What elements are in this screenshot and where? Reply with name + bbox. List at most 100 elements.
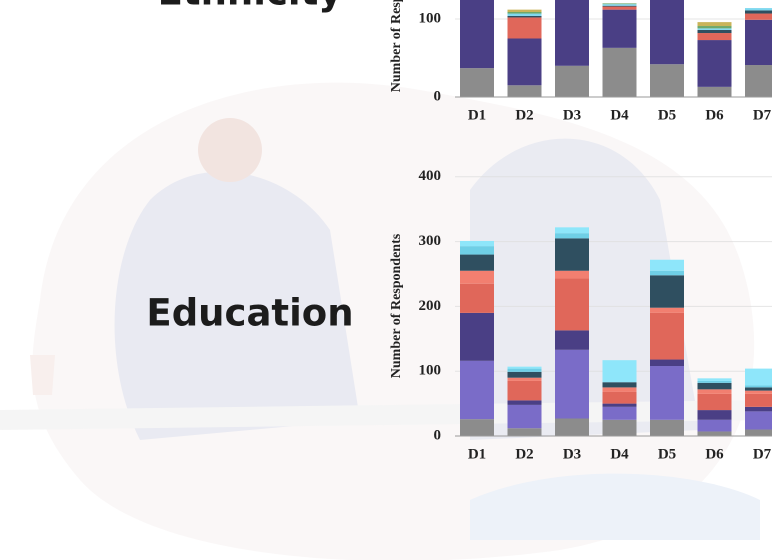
bar-segment: [745, 65, 772, 97]
bar-segment: [698, 381, 732, 383]
bar-segment: [508, 16, 542, 18]
bar-segment: [745, 14, 772, 20]
bar-segment: [698, 394, 732, 410]
x-tick-label: D7: [753, 446, 772, 462]
bar-segment: [460, 68, 494, 97]
bar-segment: [698, 33, 732, 40]
bar-segment: [745, 407, 772, 412]
bar-segment: [555, 0, 589, 66]
bar-segment: [555, 279, 589, 331]
bar-segment: [698, 28, 732, 30]
bar-segment: [555, 419, 589, 436]
bar-segment: [603, 387, 637, 392]
y-tick-label: 100: [419, 10, 442, 26]
x-tick-label: D1: [468, 446, 486, 462]
bar-segment: [460, 0, 494, 68]
x-tick-label: D2: [515, 446, 533, 462]
bar-segment: [508, 372, 542, 378]
bar-segment: [698, 30, 732, 33]
bar-segment: [745, 411, 772, 429]
bar-segment: [745, 387, 772, 390]
bar-segment: [460, 419, 494, 436]
page-canvas: EthnicityNumber of Respondents0100200300…: [0, 0, 772, 560]
bg-head: [198, 118, 262, 182]
bar-segment: [603, 6, 637, 7]
bar-segment: [698, 410, 732, 420]
bar-segment: [460, 361, 494, 419]
y-tick-label: 0: [434, 88, 442, 104]
bar-segment: [603, 404, 637, 407]
x-tick-label: D5: [658, 446, 676, 462]
bar-segment: [603, 407, 637, 420]
bar-segment: [555, 66, 589, 97]
y-tick-label: 400: [419, 168, 442, 184]
y-tick-label: 300: [419, 233, 442, 249]
x-tick-label: D3: [563, 107, 581, 123]
bar-segment: [745, 10, 772, 13]
bar-segment: [508, 405, 542, 428]
bar-segment: [698, 40, 732, 87]
bar-segment: [745, 385, 772, 387]
bar-segment: [745, 20, 772, 65]
bar-segment: [555, 350, 589, 419]
bar-segment: [508, 12, 542, 14]
bar-segment: [745, 8, 772, 10]
bar-segment: [603, 360, 637, 382]
bar-segment: [555, 238, 589, 270]
bar-segment: [603, 3, 637, 4]
bar-segment: [555, 227, 589, 233]
bar-segment: [698, 22, 732, 26]
bar-segment: [603, 7, 637, 10]
y-tick-label: 0: [434, 427, 442, 443]
bar-segment: [555, 233, 589, 238]
bar-segment: [698, 26, 732, 28]
bar-segment: [603, 4, 637, 6]
bar-segment: [745, 394, 772, 407]
bar-segment: [460, 241, 494, 246]
bar-segment: [508, 10, 542, 12]
bar-segment: [555, 330, 589, 349]
bar-segment: [508, 17, 542, 38]
x-tick-label: D4: [610, 107, 629, 123]
bar-segment: [508, 369, 542, 372]
bar-segment: [555, 271, 589, 279]
bar-segment: [460, 313, 494, 361]
bar-segment: [460, 284, 494, 313]
x-tick-label: D2: [515, 107, 533, 123]
bar-segment: [508, 381, 542, 400]
bar-segment: [603, 10, 637, 48]
bar-segment: [745, 391, 772, 394]
bar-segment: [650, 420, 684, 436]
x-tick-label: D6: [705, 107, 724, 123]
bar-segment: [508, 428, 542, 436]
y-axis-label: Number of Respondents: [389, 233, 404, 378]
x-tick-label: D7: [753, 107, 772, 123]
bar-segment: [603, 392, 637, 404]
bar-segment: [745, 430, 772, 436]
bar-segment: [508, 367, 542, 369]
bar-segment: [460, 246, 494, 254]
x-tick-label: D4: [610, 446, 629, 462]
bar-segment: [745, 369, 772, 386]
bar-segment: [698, 431, 732, 436]
page: {"chart_data": [ {"type": "bar", "stacke…: [0, 0, 772, 560]
bar-segment: [650, 308, 684, 313]
bar-segment: [508, 400, 542, 405]
bar-segment: [698, 420, 732, 432]
x-tick-label: D3: [563, 446, 581, 462]
y-tick-label: 200: [419, 298, 442, 314]
bar-segment: [698, 378, 732, 381]
bar-segment: [650, 275, 684, 307]
x-tick-label: D6: [705, 446, 724, 462]
x-tick-label: D5: [658, 107, 676, 123]
bar-segment: [603, 48, 637, 97]
x-tick-label: D1: [468, 107, 486, 123]
bar-segment: [698, 383, 732, 389]
bg-pot: [30, 355, 55, 395]
y-tick-label: 100: [419, 363, 442, 379]
section-heading: Education: [146, 292, 353, 335]
bar-segment: [460, 255, 494, 271]
bar-segment: [508, 85, 542, 97]
bar-segment: [650, 360, 684, 366]
bar-segment: [603, 382, 637, 387]
